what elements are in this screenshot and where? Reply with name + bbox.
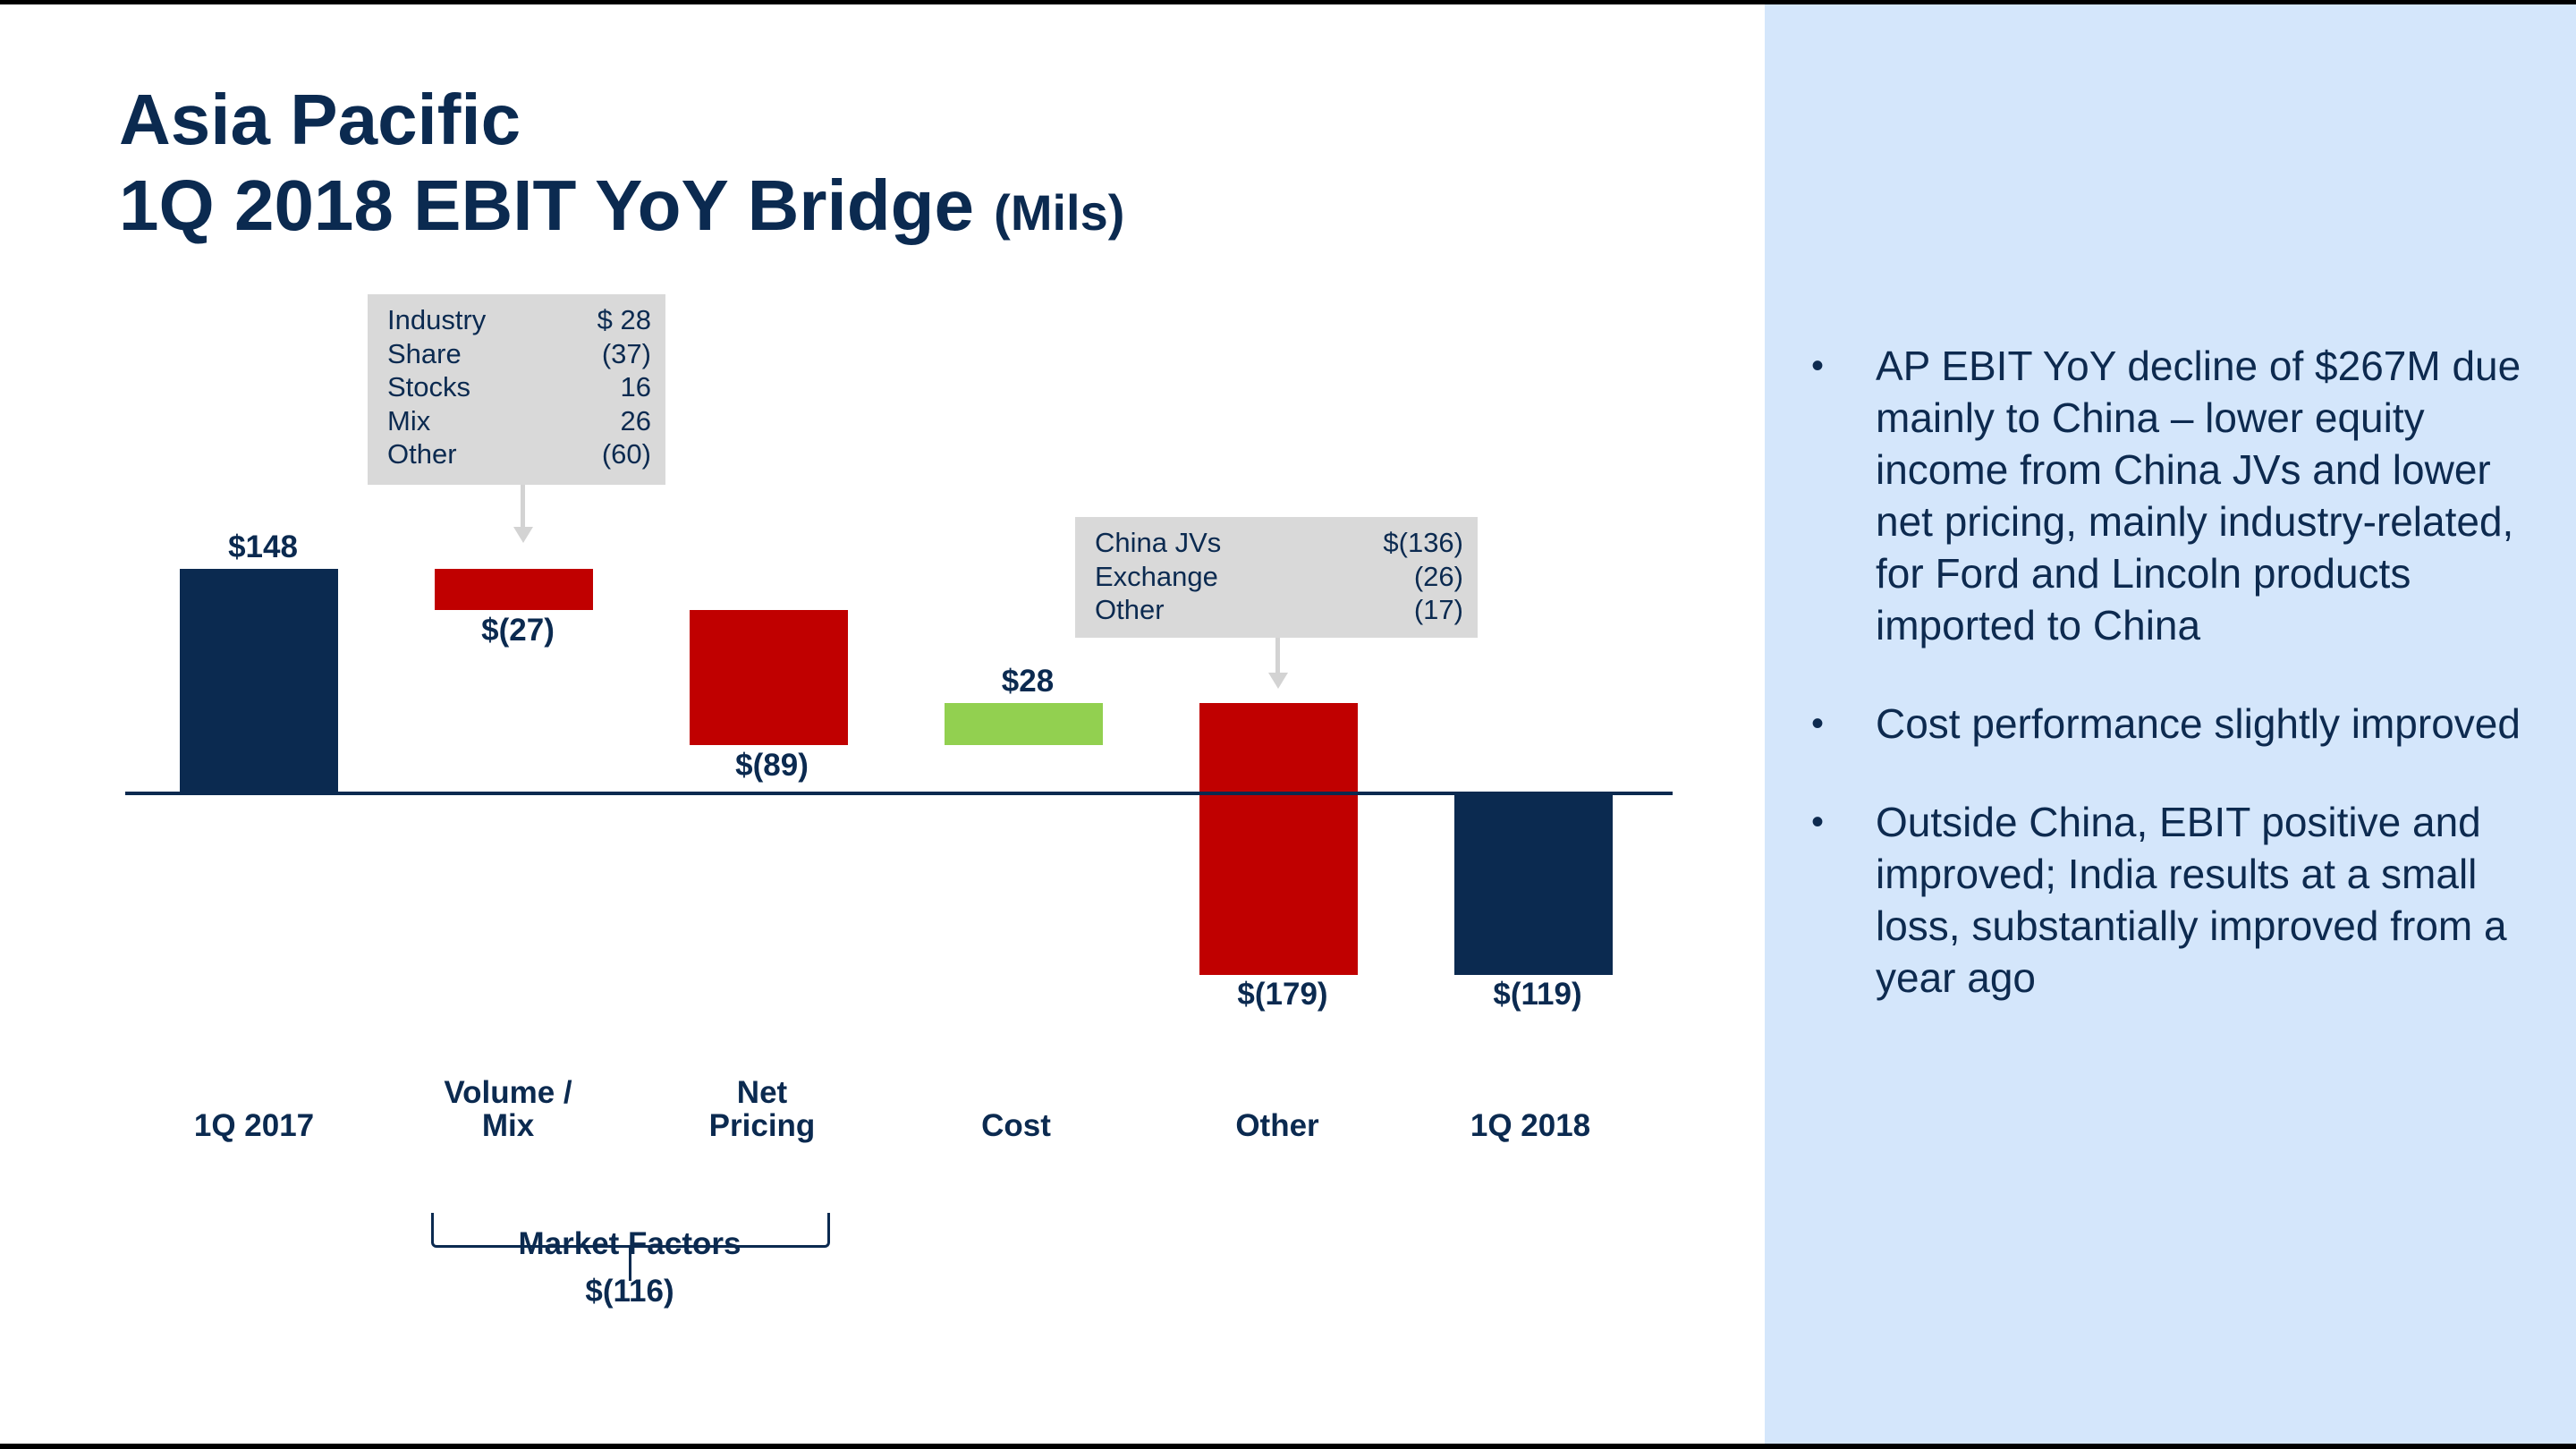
callout-volume-mix-breakdown: Industry $ 28 Share (37) Stocks 16 Mix 26 Ot…	[368, 294, 665, 485]
bullet-text: Outside China, EBIT positive and improve…	[1876, 799, 2507, 1001]
bullet-text: Cost performance slightly improved	[1876, 700, 2521, 747]
market-factors-value: $(116)	[585, 1274, 674, 1309]
value-label-1q-2018: $(119)	[1493, 977, 1582, 1012]
callout-row-value: $(136)	[1383, 527, 1463, 558]
category-label-1q-2018: 1Q 2018	[1414, 1076, 1647, 1142]
value-label-net-pricing: $(89)	[735, 748, 809, 783]
category-line1: Volume /	[444, 1075, 572, 1110]
category-line1: Net	[736, 1075, 788, 1110]
bottom-border	[0, 1444, 2576, 1449]
bar-other	[1199, 703, 1358, 975]
callout-row-label: Mix	[387, 404, 431, 436]
callout-row: Other (17)	[1095, 593, 1463, 627]
category-line2: Cost	[981, 1108, 1051, 1143]
callout-row-label: Other	[387, 438, 457, 470]
callout-row: Mix 26	[387, 404, 651, 438]
bullet-item: • Outside China, EBIT positive and improv…	[1807, 796, 2540, 1004]
zero-axis-line	[125, 792, 1673, 795]
arrow-down-icon	[1268, 673, 1288, 689]
callout-row-value: (60)	[601, 438, 651, 470]
category-line2: 1Q 2018	[1470, 1108, 1591, 1143]
category-line2: Other	[1235, 1108, 1319, 1143]
market-factors-bracket	[431, 1213, 830, 1248]
callout-row-label: Stocks	[387, 371, 471, 402]
callout-row-value: 16	[620, 371, 651, 402]
top-border	[0, 0, 2576, 4]
title-region: Asia Pacific	[119, 80, 521, 159]
value-label-1q-2017: $148	[228, 530, 298, 564]
value-label-other: $(179)	[1237, 977, 1328, 1012]
callout-row: China JVs $(136)	[1095, 526, 1463, 560]
commentary-panel	[1765, 4, 2576, 1444]
bullet-item: • Cost performance slightly improved	[1807, 698, 2540, 750]
waterfall-chart: $148 $(27) $(89) $28 $(179) $(119) 1Q 20…	[125, 294, 1673, 1309]
callout-row-label: Share	[387, 337, 462, 369]
callout-row-label: Industry	[387, 304, 487, 335]
callout-other-breakdown: China JVs $(136) Exchange (26) Other (17)	[1075, 517, 1478, 638]
category-label-net-pricing: Net Pricing	[646, 1076, 878, 1142]
callout-row: Other (60)	[387, 437, 651, 471]
title-subject: 1Q 2018 EBIT YoY Bridge (Mils)	[119, 163, 1124, 256]
bracket-stem	[629, 1247, 631, 1281]
callout-row: Stocks 16	[387, 370, 651, 404]
bullet-icon: •	[1811, 704, 1825, 743]
bar-net-pricing	[690, 610, 848, 745]
callout-row-value: (37)	[601, 337, 651, 369]
callout-row-value: (26)	[1413, 560, 1463, 592]
value-label-volume-mix: $(27)	[481, 613, 555, 648]
callout-row: Share (37)	[387, 337, 651, 371]
bullet-icon: •	[1811, 802, 1825, 842]
callout-row: Exchange (26)	[1095, 560, 1463, 594]
category-label-cost: Cost	[900, 1076, 1132, 1142]
category-line2: Mix	[481, 1108, 535, 1143]
title-bridge: 1Q 2018 EBIT YoY Bridge	[119, 165, 974, 245]
callout-row-label: China JVs	[1095, 527, 1222, 558]
page-title: Asia Pacific 1Q 2018 EBIT YoY Bridge (Mi…	[119, 77, 1124, 256]
callout-arrow-shaft	[1275, 638, 1280, 674]
commentary-bullets: • AP EBIT YoY decline of $267M due mainly…	[1807, 340, 2540, 1050]
value-label-cost: $28	[1001, 664, 1055, 699]
category-line2: 1Q 2017	[193, 1108, 315, 1143]
category-line1	[138, 1076, 370, 1109]
callout-arrow-shaft	[521, 485, 525, 528]
callout-row-value: 26	[620, 404, 651, 436]
category-label-other: Other	[1161, 1076, 1394, 1142]
bar-1q-2017	[180, 569, 338, 793]
callout-row-value: $ 28	[597, 304, 651, 335]
bar-1q-2018	[1454, 793, 1613, 975]
callout-row-value: (17)	[1413, 594, 1463, 625]
category-label-1q-2017: 1Q 2017	[138, 1076, 370, 1142]
category-line1	[1414, 1076, 1647, 1109]
callout-row-label: Other	[1095, 594, 1165, 625]
title-units: (Mils)	[994, 184, 1125, 241]
category-line1	[900, 1076, 1132, 1109]
bullet-text: AP EBIT YoY decline of $267M due mainly …	[1876, 343, 2521, 648]
bar-cost	[945, 703, 1103, 745]
callout-row-label: Exchange	[1095, 560, 1218, 592]
arrow-down-icon	[513, 527, 533, 543]
category-label-volume-mix: Volume / Mix	[392, 1076, 624, 1142]
bar-volume-mix	[435, 569, 593, 610]
category-line1	[1161, 1076, 1394, 1109]
market-factors-label: Market Factors	[518, 1226, 741, 1261]
callout-row: Industry $ 28	[387, 303, 651, 337]
bullet-icon: •	[1811, 346, 1825, 386]
bullet-item: • AP EBIT YoY decline of $267M due mainly…	[1807, 340, 2540, 651]
category-line2: Pricing	[708, 1108, 816, 1143]
